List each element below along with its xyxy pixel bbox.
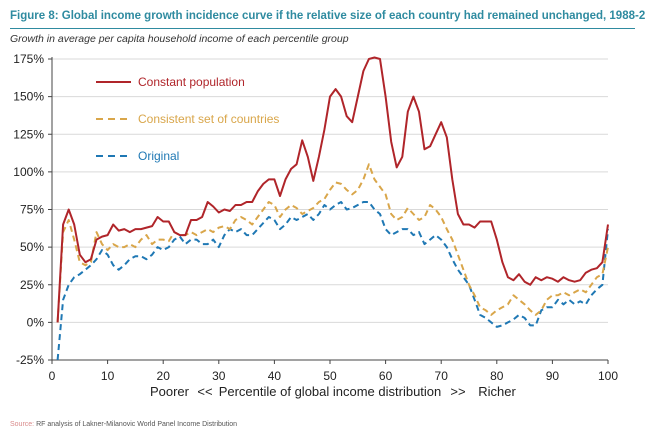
- source-note: Source: RF analysis of Lakner-Milanovic …: [10, 421, 237, 428]
- y-tick-label: 150%: [13, 90, 44, 104]
- source-label: Source:: [10, 421, 35, 428]
- series-original: [56, 201, 609, 361]
- x-tick-label: 20: [157, 369, 171, 383]
- x-tick-label: 10: [101, 369, 115, 383]
- x-tick-label: 60: [379, 369, 393, 383]
- y-axis-title: Growth in average per capita household i…: [10, 33, 349, 45]
- y-tick-label: 125%: [13, 127, 44, 141]
- x-tick-label: 50: [323, 369, 337, 383]
- series-constant-population: [56, 56, 609, 323]
- legend-consistent-set-label: Consistent set of countries: [138, 112, 279, 126]
- x-tick-label: 0: [49, 369, 56, 383]
- y-tick-label: 75%: [20, 203, 44, 217]
- x-title-richer: Richer: [478, 384, 516, 399]
- title-divider: [10, 28, 635, 29]
- figure-title: Figure 8: Global income growth incidence…: [10, 10, 645, 22]
- x-tick-label: 100: [598, 369, 618, 383]
- x-title-poorer: Poorer: [150, 384, 190, 399]
- source-text: RF analysis of Lakner-Milanovic World Pa…: [34, 421, 238, 428]
- x-title-left-arrows: <<: [197, 384, 212, 399]
- x-title-right-arrows: >>: [450, 384, 465, 399]
- x-tick-label: 80: [490, 369, 504, 383]
- y-tick-label: 50%: [20, 240, 44, 254]
- x-title-center: Percentile of global income distribution: [219, 384, 442, 399]
- legend: Constant population Consistent set of cou…: [96, 75, 279, 163]
- x-axis-title: Poorer << Percentile of global income dist…: [150, 384, 516, 399]
- y-tick-label: 175%: [13, 52, 44, 66]
- legend-constant-population-label: Constant population: [138, 75, 245, 89]
- y-tick-label: -25%: [16, 353, 44, 367]
- legend-original-label: Original: [138, 149, 179, 163]
- y-tick-label: 0%: [27, 315, 45, 329]
- series-layer: [56, 56, 609, 361]
- x-tick-label: 40: [268, 369, 282, 383]
- axis-layer: -25% 0% 25% 50% 75% 100% 125% 150% 175% 0 10 20 30 40…: [13, 52, 618, 383]
- series-consistent-set: [56, 163, 609, 323]
- x-tick-label: 30: [212, 369, 226, 383]
- y-tick-label: 100%: [13, 165, 44, 179]
- x-tick-label: 90: [546, 369, 560, 383]
- x-tick-label: 70: [435, 369, 449, 383]
- y-tick-label: 25%: [20, 278, 44, 292]
